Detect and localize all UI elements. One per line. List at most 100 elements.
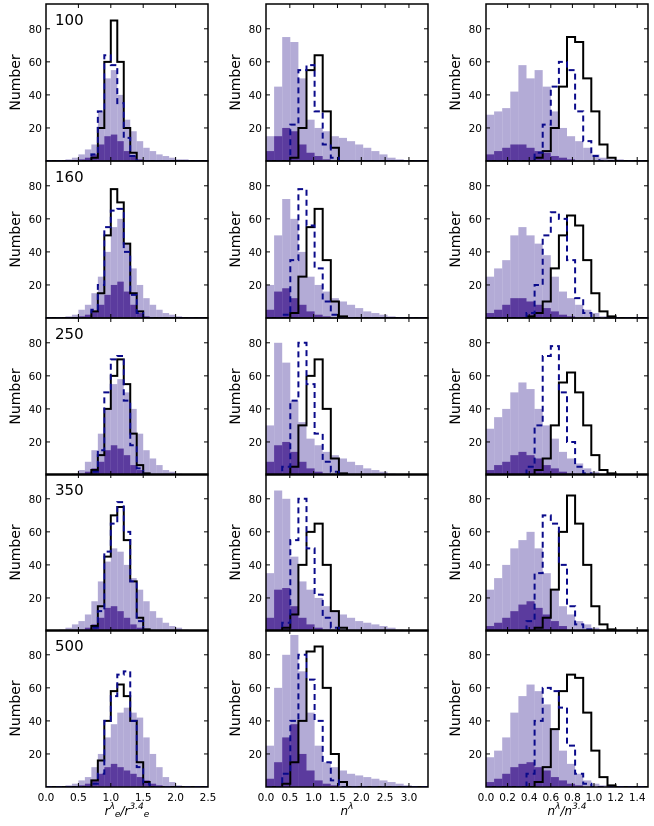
row-label: 250 bbox=[55, 325, 84, 343]
light-hist-bar bbox=[371, 313, 380, 318]
light-hist-bar bbox=[156, 767, 163, 787]
light-hist-bar bbox=[510, 235, 519, 318]
y-tick-label: 80 bbox=[469, 494, 482, 506]
dashed-step-line bbox=[266, 653, 428, 787]
light-hist-bar bbox=[136, 284, 144, 318]
light-hist-bar bbox=[534, 691, 543, 787]
light-hist-bar bbox=[97, 753, 105, 787]
dark-hist-bar bbox=[104, 607, 111, 631]
dark-hist-bar bbox=[494, 622, 503, 631]
y-tick-label: 60 bbox=[469, 214, 482, 226]
dark-hist-bar bbox=[84, 314, 92, 318]
light-hist-bar bbox=[123, 707, 131, 787]
light-hist-bar bbox=[575, 304, 584, 318]
light-hist-bar bbox=[156, 154, 163, 161]
x-tick-label: 1.0 bbox=[305, 792, 322, 804]
panel-frame bbox=[265, 629, 429, 788]
x-tick-label: 3.0 bbox=[401, 792, 418, 804]
dark-hist-bar bbox=[266, 461, 275, 475]
light-hist-bar bbox=[117, 712, 124, 787]
light-hist-bar bbox=[567, 614, 576, 631]
y-tick-label: 80 bbox=[29, 494, 42, 506]
light-hist-bar bbox=[84, 149, 92, 161]
x-tick-label: 1.0 bbox=[102, 792, 119, 804]
dark-hist-bar bbox=[502, 304, 511, 318]
light-hist-bar bbox=[355, 465, 364, 475]
solid-step-line bbox=[266, 207, 428, 318]
light-hist-bar bbox=[306, 712, 315, 787]
y-tick-label: 60 bbox=[29, 683, 42, 695]
dark-hist-bar bbox=[494, 465, 503, 475]
light-hist-bar bbox=[84, 777, 92, 787]
light-hist-bar bbox=[91, 450, 98, 475]
light-hist-bar bbox=[322, 291, 331, 318]
light-hist-bar bbox=[379, 314, 388, 318]
x-tick-label: 1.5 bbox=[329, 792, 346, 804]
y-tick-label: 40 bbox=[249, 247, 262, 259]
light-hist-bar bbox=[169, 626, 176, 631]
y-axis-label: Number bbox=[448, 368, 464, 424]
light-hist-bar bbox=[149, 611, 157, 631]
y-tick-label: 40 bbox=[469, 90, 482, 102]
light-hist-bar bbox=[306, 438, 315, 475]
y-tick-label: 80 bbox=[249, 338, 262, 350]
light-hist-bar bbox=[322, 762, 331, 787]
x-tick-label: 0.0 bbox=[478, 792, 495, 804]
light-hist-bar bbox=[130, 712, 137, 787]
dark-hist-bar bbox=[567, 783, 576, 787]
light-hist-bar bbox=[298, 581, 307, 631]
dark-hist-bar bbox=[550, 621, 559, 631]
light-hist-bar bbox=[518, 540, 527, 631]
light-hist-bar bbox=[338, 614, 347, 631]
light-hist-bar bbox=[542, 425, 551, 475]
light-hist-bar bbox=[306, 119, 315, 161]
light-hist-bar bbox=[104, 737, 111, 787]
dark-hist-bar bbox=[123, 291, 131, 318]
dark-hist-bar bbox=[486, 470, 495, 475]
y-tick-label: 40 bbox=[29, 560, 42, 572]
light-hist-bar bbox=[314, 127, 323, 161]
light-hist-bar bbox=[71, 314, 79, 318]
dark-hist-bar bbox=[518, 763, 527, 787]
light-hist-bar bbox=[583, 780, 592, 787]
light-hist-bar bbox=[136, 141, 144, 161]
light-hist-bar bbox=[84, 461, 92, 475]
solid-step-line bbox=[46, 19, 208, 161]
y-tick-label: 80 bbox=[249, 24, 262, 36]
light-hist-bar bbox=[104, 78, 111, 161]
light-hist-bar bbox=[510, 392, 519, 475]
dark-hist-bar bbox=[274, 762, 283, 787]
panel-2-2: 20 40 60 80 Number bbox=[448, 317, 649, 476]
dark-hist-bar bbox=[322, 783, 331, 787]
panel-frame bbox=[265, 317, 429, 476]
light-hist-bar bbox=[78, 309, 85, 318]
dashed-step-line bbox=[266, 341, 428, 475]
light-hist-bar bbox=[347, 304, 356, 318]
light-hist-bar bbox=[494, 417, 503, 475]
light-hist-bar bbox=[143, 450, 150, 475]
dark-hist-bar bbox=[97, 461, 105, 475]
dark-hist-bar bbox=[290, 451, 299, 475]
light-hist-bar bbox=[91, 144, 98, 161]
y-tick-label: 40 bbox=[29, 247, 42, 259]
dark-hist-bar bbox=[306, 770, 315, 787]
dark-hist-bar bbox=[104, 767, 111, 787]
light-hist-bar bbox=[363, 311, 372, 318]
y-tick-label: 80 bbox=[249, 494, 262, 506]
light-hist-bar bbox=[282, 37, 291, 161]
panel-0-0: 20 40 60 80 Number 100 bbox=[8, 3, 209, 162]
light-hist-bar bbox=[338, 458, 347, 475]
dark-hist-bar bbox=[282, 288, 291, 318]
dark-hist-bar bbox=[130, 465, 137, 475]
light-hist-bar bbox=[599, 316, 608, 318]
light-hist-bar bbox=[110, 70, 118, 161]
dashed-step-line bbox=[266, 497, 428, 631]
dark-hist-bar bbox=[510, 298, 519, 318]
dark-hist-bar bbox=[123, 455, 131, 475]
light-hist-bar bbox=[526, 78, 535, 161]
light-hist-bar bbox=[123, 243, 131, 318]
light-hist-bar bbox=[130, 578, 137, 631]
panel-frame bbox=[45, 317, 209, 476]
light-hist-bar bbox=[534, 548, 543, 631]
light-hist-bar bbox=[71, 783, 79, 787]
